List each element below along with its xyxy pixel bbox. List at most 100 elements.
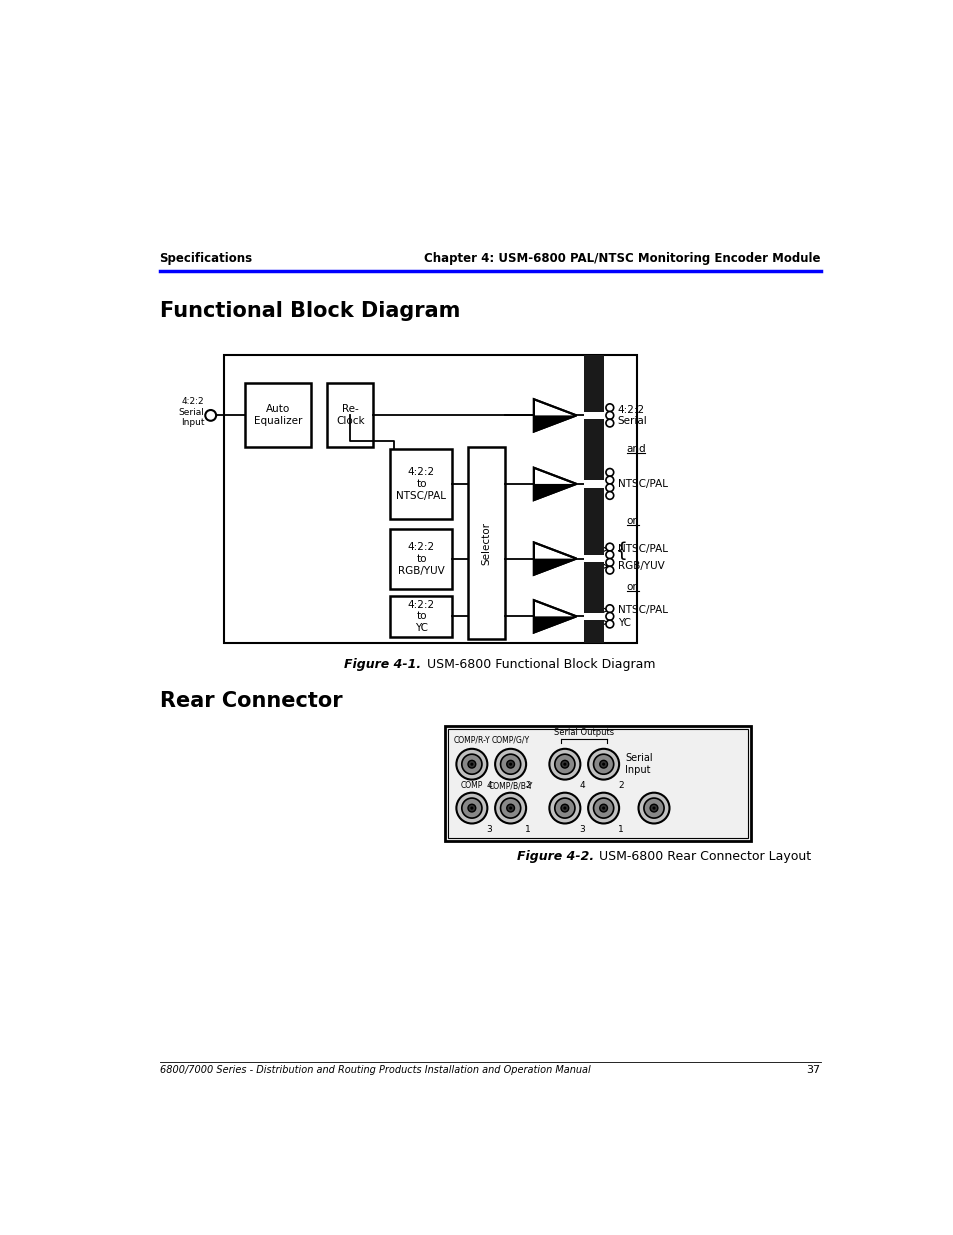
Circle shape bbox=[468, 804, 476, 811]
Text: 2: 2 bbox=[524, 782, 530, 790]
Circle shape bbox=[605, 477, 613, 484]
Bar bbox=[583, 411, 603, 419]
Circle shape bbox=[500, 755, 520, 774]
Circle shape bbox=[587, 793, 618, 824]
Polygon shape bbox=[534, 542, 576, 574]
Bar bbox=[583, 354, 603, 643]
Bar bbox=[468, 447, 505, 640]
Bar bbox=[583, 480, 603, 488]
Circle shape bbox=[605, 620, 613, 627]
Circle shape bbox=[456, 793, 487, 824]
Circle shape bbox=[605, 558, 613, 567]
Bar bbox=[390, 448, 452, 520]
Circle shape bbox=[605, 605, 613, 613]
Text: }: } bbox=[610, 540, 622, 559]
Circle shape bbox=[605, 567, 613, 574]
Text: Auto
Equalizer: Auto Equalizer bbox=[253, 404, 302, 426]
Circle shape bbox=[605, 543, 613, 551]
Bar bbox=[447, 729, 747, 839]
Circle shape bbox=[643, 798, 663, 818]
Circle shape bbox=[605, 492, 613, 499]
Circle shape bbox=[562, 806, 566, 810]
Text: USM-6800 Functional Block Diagram: USM-6800 Functional Block Diagram bbox=[422, 658, 655, 671]
Circle shape bbox=[495, 748, 525, 779]
Circle shape bbox=[605, 613, 613, 620]
Circle shape bbox=[599, 804, 607, 811]
Polygon shape bbox=[534, 616, 576, 632]
Text: 3: 3 bbox=[578, 825, 584, 834]
Circle shape bbox=[468, 761, 476, 768]
Circle shape bbox=[638, 793, 669, 824]
Bar bbox=[390, 530, 452, 589]
Circle shape bbox=[599, 761, 607, 768]
Text: Specifications: Specifications bbox=[159, 252, 253, 266]
Text: 3: 3 bbox=[485, 825, 492, 834]
Text: COMP/R-Y: COMP/R-Y bbox=[453, 735, 490, 745]
Circle shape bbox=[605, 551, 613, 558]
Text: or: or bbox=[626, 516, 637, 526]
Circle shape bbox=[509, 763, 512, 766]
Text: or: or bbox=[626, 582, 637, 592]
Circle shape bbox=[205, 410, 216, 421]
Text: Functional Block Diagram: Functional Block Diagram bbox=[159, 300, 459, 321]
Text: USM-6800 Rear Connector Layout: USM-6800 Rear Connector Layout bbox=[595, 851, 811, 863]
Circle shape bbox=[605, 484, 613, 492]
Text: COMP/B/B-Y: COMP/B/B-Y bbox=[488, 782, 533, 790]
Circle shape bbox=[605, 419, 613, 427]
Circle shape bbox=[500, 798, 520, 818]
Text: NTSC/PAL: NTSC/PAL bbox=[617, 479, 667, 489]
Text: Rear Connector: Rear Connector bbox=[159, 692, 342, 711]
Text: and: and bbox=[626, 445, 646, 454]
Circle shape bbox=[555, 755, 575, 774]
Bar bbox=[245, 383, 311, 447]
Bar bbox=[583, 613, 603, 620]
Text: Selector: Selector bbox=[481, 521, 491, 564]
Circle shape bbox=[555, 798, 575, 818]
Circle shape bbox=[560, 804, 568, 811]
Polygon shape bbox=[534, 468, 576, 500]
Text: Serial
Input: Serial Input bbox=[624, 753, 652, 776]
Circle shape bbox=[593, 798, 613, 818]
Polygon shape bbox=[534, 399, 576, 431]
Text: NTSC/PAL: NTSC/PAL bbox=[617, 545, 667, 555]
Text: 4:2:2
Serial
Input: 4:2:2 Serial Input bbox=[178, 398, 204, 427]
Text: Figure 4-2.: Figure 4-2. bbox=[517, 851, 594, 863]
Text: RGB/YUV: RGB/YUV bbox=[617, 562, 663, 572]
Text: Re-
Clock: Re- Clock bbox=[335, 404, 364, 426]
Circle shape bbox=[506, 761, 514, 768]
Circle shape bbox=[549, 793, 579, 824]
Circle shape bbox=[456, 748, 487, 779]
Text: COMP: COMP bbox=[460, 782, 482, 790]
Bar bbox=[583, 555, 603, 562]
Circle shape bbox=[509, 806, 512, 810]
Circle shape bbox=[605, 468, 613, 477]
Text: Figure 4-1.: Figure 4-1. bbox=[344, 658, 421, 671]
Circle shape bbox=[560, 761, 568, 768]
Text: 1: 1 bbox=[618, 825, 623, 834]
Circle shape bbox=[562, 763, 566, 766]
Polygon shape bbox=[534, 558, 576, 574]
Circle shape bbox=[506, 804, 514, 811]
Circle shape bbox=[461, 798, 481, 818]
Circle shape bbox=[649, 804, 658, 811]
Text: 4:2:2
to
YC: 4:2:2 to YC bbox=[408, 600, 435, 634]
Circle shape bbox=[601, 763, 604, 766]
Text: 6800/7000 Series - Distribution and Routing Products Installation and Operation : 6800/7000 Series - Distribution and Rout… bbox=[159, 1066, 590, 1076]
Text: 1: 1 bbox=[524, 825, 530, 834]
Text: COMP/G/Y: COMP/G/Y bbox=[491, 735, 529, 745]
Circle shape bbox=[601, 806, 604, 810]
Circle shape bbox=[587, 748, 618, 779]
Text: 4: 4 bbox=[486, 782, 491, 790]
Circle shape bbox=[605, 411, 613, 419]
Text: 4: 4 bbox=[578, 782, 584, 790]
Bar bbox=[444, 726, 750, 841]
Bar bbox=[390, 595, 452, 637]
Text: 4:2:2
Serial: 4:2:2 Serial bbox=[617, 405, 647, 426]
Text: 2: 2 bbox=[618, 782, 623, 790]
Circle shape bbox=[461, 755, 481, 774]
Polygon shape bbox=[534, 600, 576, 632]
Text: YC: YC bbox=[617, 618, 630, 627]
Bar bbox=[327, 383, 373, 447]
Text: Chapter 4: USM-6800 PAL/NTSC Monitoring Encoder Module: Chapter 4: USM-6800 PAL/NTSC Monitoring … bbox=[424, 252, 820, 266]
Circle shape bbox=[652, 806, 655, 810]
